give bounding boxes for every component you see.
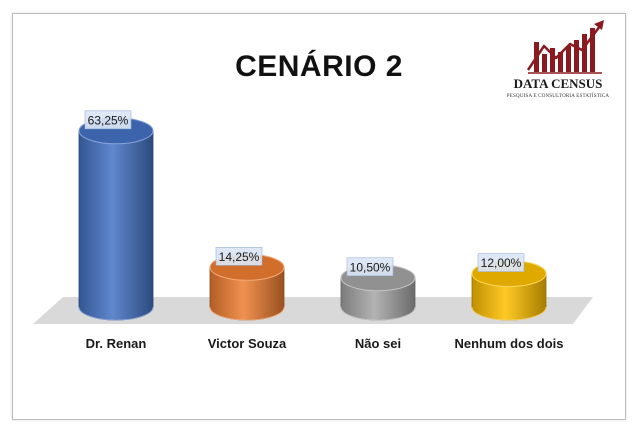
logo-subtitle: PESQUISA E CONSULTORIA ESTATÍSTICA [506, 94, 610, 99]
bar-body [78, 130, 154, 321]
data-census-logo: DATA CENSUS PESQUISA E CONSULTORIA ESTAT… [498, 16, 618, 120]
value-label-box [215, 247, 263, 266]
category-label: Victor Souza [208, 336, 287, 351]
chart-floor [33, 297, 593, 324]
value-label: 12,00% [481, 256, 522, 270]
bar-base-edge [78, 306, 154, 321]
value-label: 63,25% [88, 113, 129, 127]
logo-name: DATA CENSUS [513, 76, 603, 91]
value-label-box [84, 110, 132, 130]
value-label-box [346, 257, 394, 277]
bar-1 [78, 117, 154, 321]
category-label: Dr. Renan [86, 336, 147, 351]
bar-chart: 63,25% Dr. Renan 14,25% Victor Souza 10,50% N… [33, 110, 593, 351]
value-label: 10,50% [350, 260, 391, 274]
bar-base-edge [471, 306, 547, 321]
bar-base-edge [340, 306, 416, 321]
bar-base-edge [209, 306, 285, 321]
value-label-box [477, 253, 525, 272]
value-label: 14,25% [219, 250, 260, 264]
bar-chart-arrow-icon [526, 20, 604, 74]
category-label: Não sei [355, 336, 401, 351]
chart-frame: CENÁRIO 2 DATA CENSUS PESQUISA E CONSULT… [12, 13, 626, 420]
category-label: Nenhum dos dois [454, 336, 563, 351]
chart-title: CENÁRIO 2 [235, 50, 403, 83]
